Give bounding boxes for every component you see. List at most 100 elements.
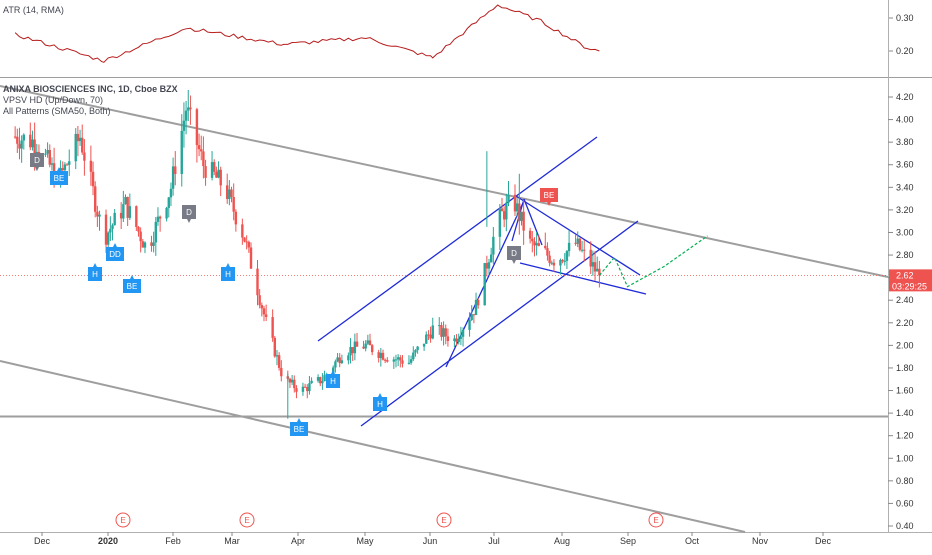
candle-body — [29, 134, 32, 148]
time-tick-label: Mar — [224, 536, 240, 546]
candle-body — [500, 208, 504, 212]
candle-body — [89, 160, 93, 172]
candle — [362, 340, 365, 350]
candle-body — [528, 230, 532, 239]
atr-legend[interactable]: ATR (14, RMA) — [3, 5, 64, 15]
candle — [303, 383, 307, 388]
main-legend[interactable]: ANIXA BIOSCIENCES INC, 1D, Cboe BZX VPSV… — [3, 84, 178, 117]
candle — [89, 145, 93, 186]
candle-body — [459, 336, 463, 339]
candle-body — [414, 350, 417, 353]
candle-body — [544, 245, 547, 249]
candle — [533, 237, 536, 257]
candle — [485, 255, 489, 277]
pattern-marker[interactable]: H — [326, 370, 340, 388]
pattern-marker[interactable]: H — [373, 393, 387, 411]
candle — [537, 235, 540, 247]
pattern-marker[interactable]: DD — [106, 243, 124, 261]
flag-right-line[interactable] — [523, 198, 543, 246]
pattern-marker[interactable]: D — [182, 205, 196, 223]
pattern-marker[interactable]: D — [507, 246, 521, 264]
candle-body — [578, 238, 582, 250]
atr-tick-label: 0.20 — [896, 46, 914, 56]
earnings-marker[interactable]: E — [436, 512, 452, 528]
candle-body — [334, 361, 337, 368]
candle-body — [256, 268, 259, 296]
candle-body — [316, 377, 320, 381]
price-tick-label: 4.00 — [896, 115, 914, 125]
price-tick-label: 4.20 — [896, 92, 914, 102]
pattern-marker-shape — [221, 263, 235, 281]
pattern-marker[interactable]: H — [88, 263, 102, 281]
candle — [522, 199, 525, 245]
earnings-marker[interactable]: E — [115, 512, 131, 528]
time-tick-label: Nov — [752, 536, 769, 546]
earnings-marker[interactable]: E — [239, 512, 255, 528]
candle-body — [455, 338, 458, 343]
pattern-marker-label: H — [377, 400, 383, 409]
candle — [293, 375, 296, 393]
pattern-marker[interactable]: BE — [540, 188, 558, 206]
candle — [122, 190, 125, 222]
candle — [559, 258, 562, 275]
candle — [438, 317, 441, 335]
candle — [167, 196, 170, 218]
candle-body — [574, 242, 577, 244]
flag-left-line[interactable] — [511, 198, 525, 242]
candle — [234, 209, 238, 232]
candle — [548, 250, 551, 267]
candle — [139, 227, 142, 253]
candle — [171, 157, 175, 196]
earnings-letter: E — [244, 516, 249, 525]
candle — [46, 142, 49, 158]
candle-body — [321, 381, 324, 384]
pattern-marker[interactable]: BE — [123, 275, 141, 293]
earnings-letter: E — [120, 516, 125, 525]
candle-body — [141, 241, 145, 248]
price-tick-label: 1.40 — [896, 408, 914, 418]
candle — [154, 217, 157, 256]
candle-body — [295, 388, 298, 392]
candle-body — [470, 314, 473, 320]
candle — [470, 305, 473, 322]
upper-channel-line[interactable] — [0, 85, 889, 278]
candle-body — [122, 204, 125, 219]
rising-channel-upper-line[interactable] — [317, 136, 598, 342]
candle-body — [258, 295, 261, 306]
earnings-marker[interactable]: E — [648, 512, 664, 528]
candle — [431, 317, 434, 340]
candle — [531, 230, 534, 253]
time-tick-label: Dec — [34, 536, 51, 546]
time-tick-label: Sep — [620, 536, 636, 546]
triangle-lower-line[interactable] — [519, 262, 647, 295]
trendlines — [0, 85, 889, 533]
pattern-marker-shape — [373, 393, 387, 411]
candle-body — [106, 232, 110, 245]
price-tick-label: 1.80 — [896, 363, 914, 373]
candle — [241, 218, 244, 245]
candle — [593, 251, 597, 281]
candle — [316, 374, 320, 383]
candle — [197, 133, 201, 157]
price-axis[interactable]: 4.204.003.803.603.403.203.002.802.602.40… — [888, 92, 914, 531]
time-axis[interactable]: Dec 2020 Feb Mar Apr May Jun Jul Aug Sep Oct Nov Dec — [34, 532, 832, 546]
lower-channel-line[interactable] — [0, 360, 746, 533]
candle-body — [427, 334, 430, 336]
pattern-marker[interactable]: BE — [290, 418, 308, 436]
candle — [483, 262, 486, 306]
projection-path — [598, 235, 708, 288]
pattern-marker[interactable]: H — [221, 263, 235, 281]
candle-body — [386, 360, 389, 362]
candle-body — [444, 328, 447, 337]
pattern-marker-label: H — [330, 377, 336, 386]
candle — [474, 292, 478, 316]
candle-body — [213, 162, 216, 172]
candle — [156, 207, 160, 226]
candle-body — [217, 169, 220, 178]
pattern-marker[interactable]: D — [30, 153, 44, 171]
pattern-marker[interactable]: BE — [50, 167, 68, 185]
pattern-marker-label: DD — [109, 250, 121, 259]
candle — [48, 144, 51, 168]
candle-body — [262, 308, 266, 315]
